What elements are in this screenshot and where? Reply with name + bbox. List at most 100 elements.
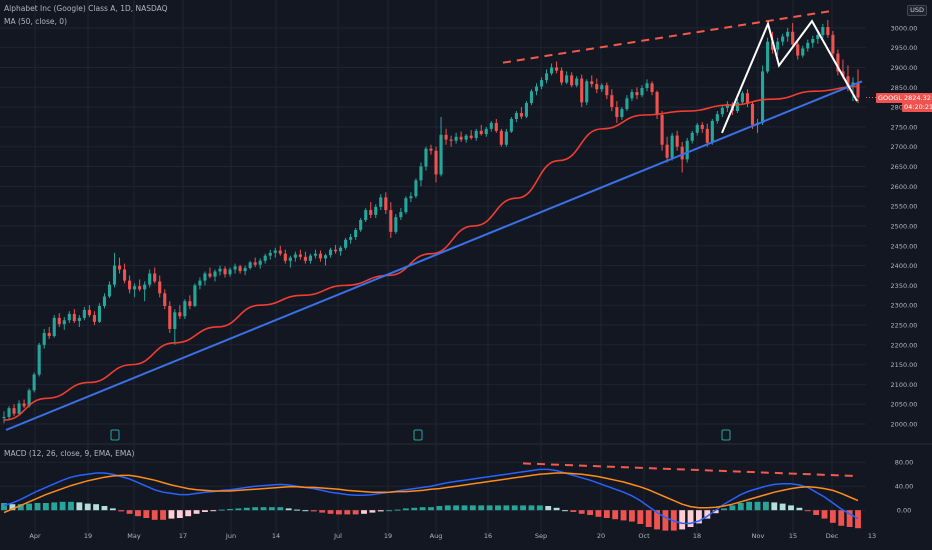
macd-hist-bar [637, 510, 644, 524]
macd-hist-bar [545, 506, 552, 511]
candle-body [313, 253, 318, 256]
price-tick-label: 2650.00 [891, 163, 918, 171]
candle-body [645, 83, 649, 89]
candle-body [223, 268, 227, 275]
candle-body [424, 148, 428, 167]
candle-body [514, 113, 518, 119]
candle-body [690, 132, 694, 141]
candle-body [268, 252, 272, 256]
double-top-pattern[interactable] [721, 19, 858, 134]
candle-body [585, 81, 589, 103]
time-tick-label: Oct [638, 532, 650, 540]
macd-tick-label: 0.00 [897, 507, 911, 515]
macd-hist-bar [771, 502, 778, 511]
candle-body [504, 131, 508, 145]
price-axis[interactable]: 2000.00 2050.00 2100.00 2150.00 2200.00 2250.… [891, 24, 918, 428]
candle-body [605, 85, 609, 96]
candle-body [168, 305, 172, 329]
candle-body [148, 273, 152, 285]
candle-body [364, 210, 368, 220]
candle-body [409, 196, 413, 199]
macd-hist-bar [151, 510, 158, 520]
time-tick-label: Apr [29, 532, 41, 540]
candle-body [87, 309, 91, 316]
time-tick-label: 20 [597, 532, 605, 540]
earnings-marker[interactable] [721, 429, 731, 441]
price-tick-label: 2100.00 [891, 381, 918, 389]
macd-hist-bar [737, 503, 744, 511]
time-axis[interactable]: Apr 19 May 17 Jun 14 Jul 19 Aug 16 Sep 20 Oct 18 Nov 15… [29, 532, 876, 540]
candle-body [333, 249, 338, 252]
event-markers[interactable] [110, 429, 731, 441]
candle-body [133, 286, 137, 290]
time-tick-label: 13 [868, 532, 876, 540]
support-trendline[interactable] [5, 80, 863, 431]
macd-hist-bar [838, 510, 845, 526]
candle-body [821, 27, 825, 35]
macd-hist-bar [402, 508, 409, 511]
candle-body [494, 122, 498, 131]
candle-body [389, 210, 393, 232]
candle-body [831, 34, 835, 54]
candle-body [193, 285, 197, 306]
candle-body [117, 265, 122, 270]
resistance-trendline[interactable] [502, 10, 831, 64]
macd-hist-bar [478, 505, 485, 511]
candle-body [434, 150, 438, 175]
macd-hist-bar [394, 509, 401, 511]
macd-hist-bar [486, 505, 493, 511]
macd-hist-bar [109, 508, 116, 511]
macd-hist-bar [335, 510, 342, 515]
macd-indicator-label[interactable]: MACD (12, 26, close, 9, EMA, EMA) [4, 449, 135, 458]
candle-body [163, 293, 167, 306]
candle-body [439, 134, 443, 175]
candle-body [459, 136, 463, 140]
time-tick-label: Dec [826, 532, 839, 540]
candle-body [580, 78, 584, 103]
price-tick-label: 2050.00 [891, 401, 918, 409]
candle-body [52, 317, 56, 337]
price-tick-label: 2000.00 [891, 421, 918, 429]
candle-body [123, 269, 127, 281]
candle-body [328, 249, 333, 256]
macd-hist-bar [536, 505, 543, 511]
candle-body [42, 332, 46, 345]
candle-body [404, 198, 408, 213]
candle-body [399, 212, 403, 218]
macd-hist-bar [302, 510, 309, 512]
candle-body [695, 124, 699, 133]
candle-body [735, 102, 739, 112]
candle-body [77, 317, 81, 322]
price-tick-label: 2150.00 [891, 361, 918, 369]
macd-hist-bar [595, 510, 602, 517]
candle-body [27, 390, 31, 407]
macd-hist-bar [202, 510, 208, 512]
candle-body [796, 44, 800, 56]
candle-body [92, 315, 96, 322]
candle-body [555, 67, 559, 71]
time-tick-label: 15 [789, 532, 797, 540]
macd-hist-bar [721, 508, 727, 511]
price-tick-label: 2200.00 [891, 341, 918, 349]
macd-hist-bar [101, 506, 108, 511]
earnings-marker[interactable] [413, 429, 423, 441]
macd-hist-bar [168, 510, 175, 519]
macd-hist-bar [377, 510, 384, 512]
macd-hist-bar [135, 510, 141, 517]
candle-body [22, 403, 26, 407]
candle-body [499, 130, 503, 145]
candle-body [484, 128, 488, 135]
candle-body [776, 41, 780, 50]
macd-hist-bar [629, 510, 635, 522]
macd-hist-bar [428, 507, 434, 511]
candle-body [801, 48, 805, 56]
candle-body [615, 107, 619, 117]
macd-axis[interactable]: 80.00 40.00 0.00 [895, 459, 914, 515]
time-tick-label: Sep [535, 532, 547, 540]
ma-indicator-label[interactable]: MA (50, close, 0) [4, 17, 68, 26]
currency-badge[interactable]: USD [907, 5, 927, 16]
macd-hist-bar [712, 510, 719, 514]
earnings-marker[interactable] [110, 429, 120, 441]
macd-hist-bar [654, 510, 660, 530]
